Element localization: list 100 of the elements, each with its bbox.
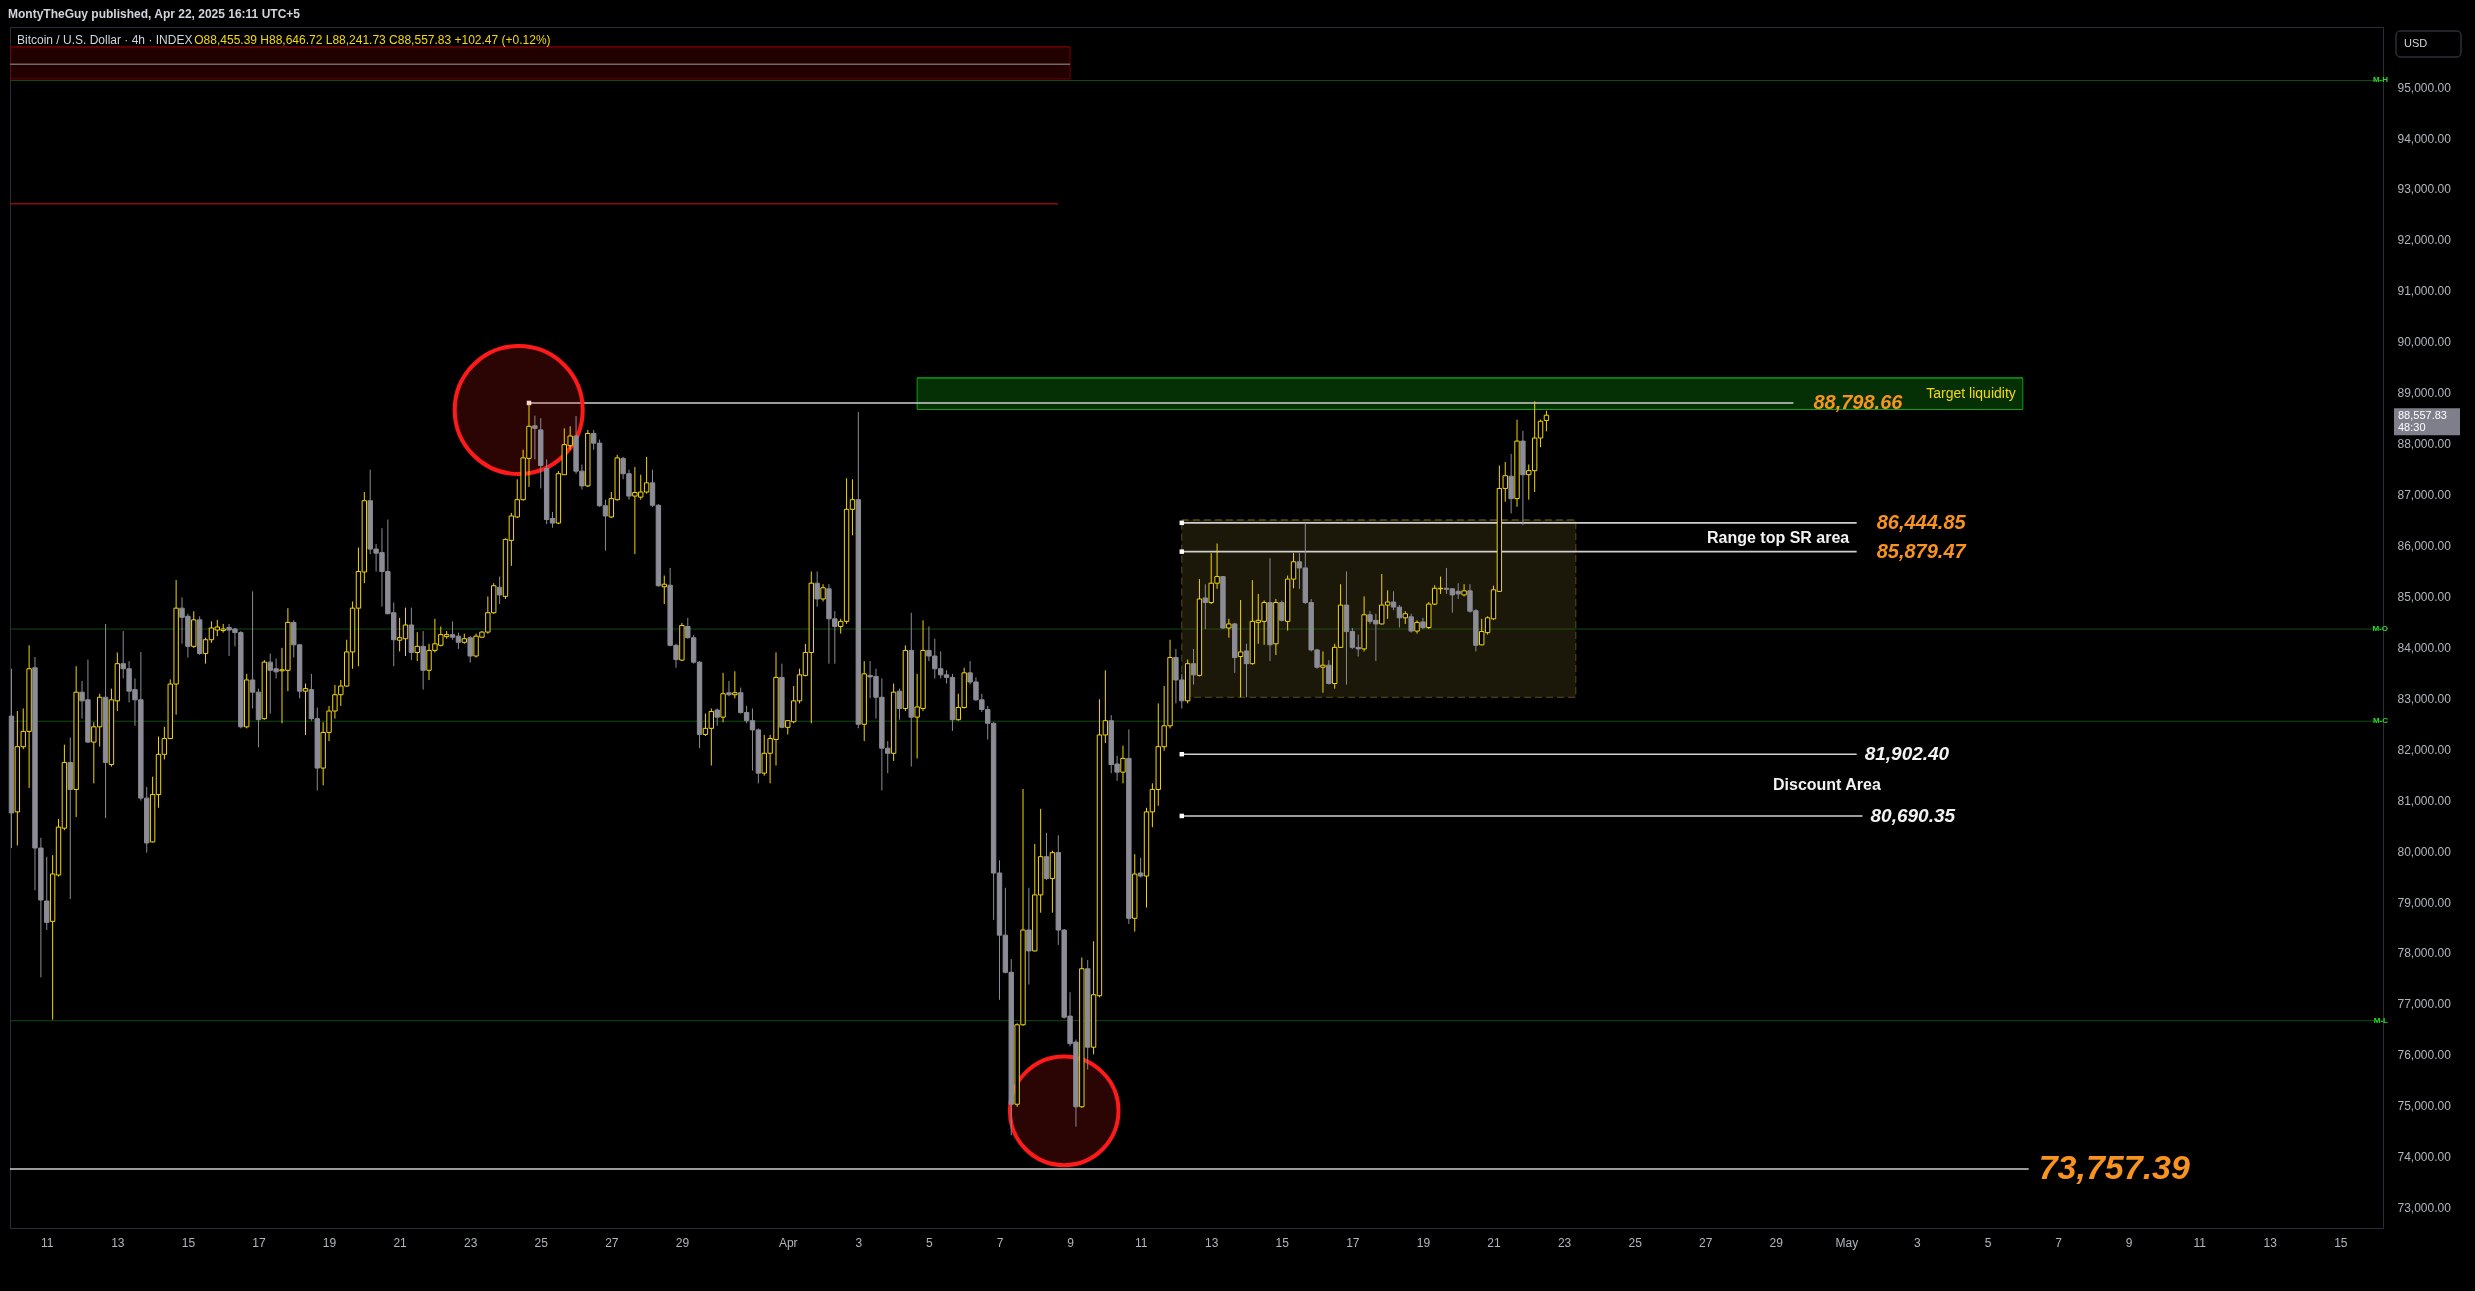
data-label: 80,690.35 [1870, 804, 1956, 826]
candlestick [196, 615, 203, 656]
candlestick [302, 683, 309, 736]
candlestick [73, 665, 79, 818]
y-tick-label: 79,000.00 [2397, 895, 2452, 910]
text: USD [2404, 37, 2428, 49]
point [1179, 549, 1185, 554]
candlestick [661, 575, 667, 605]
x-tick-label: 25 [1628, 1235, 1643, 1250]
candlestick [1520, 430, 1526, 526]
y-tick-label: 94,000.00 [2397, 131, 2452, 146]
annotation: Discount Area [1773, 776, 1881, 793]
candlestick [890, 683, 897, 762]
candlestick [1085, 959, 1091, 1071]
y-tick-label: 75,000.00 [2397, 1099, 2452, 1114]
x-tick-label: 13 [1205, 1235, 1219, 1250]
y-tick-label: 88,000.00 [2397, 437, 2452, 452]
candlestick [191, 610, 197, 649]
data-label: 86,444.85 [1876, 510, 1967, 533]
x-tick-label: Apr [778, 1235, 798, 1250]
candlestick [408, 607, 415, 661]
candlestick [538, 417, 544, 489]
candlestick [1414, 619, 1420, 635]
candlestick [585, 429, 591, 488]
candlestick [102, 623, 109, 819]
candlestick [1126, 728, 1132, 925]
candlestick [1196, 578, 1203, 677]
candlestick [1190, 648, 1197, 686]
candlestick [1132, 853, 1138, 933]
y-tick-label: 92,000.00 [2397, 233, 2452, 248]
candlestick [1137, 857, 1144, 879]
x-tick-label: 11 [1134, 1235, 1148, 1250]
y-tick-label: 81,000.00 [2397, 793, 2452, 808]
candlestick [855, 411, 862, 729]
x-tick-label: 3 [855, 1235, 863, 1250]
candlestick [1326, 659, 1332, 686]
y-tick-label: 83,000.00 [2397, 691, 2452, 706]
candlestick [902, 644, 909, 712]
y-tick-label: 78,000.00 [2397, 946, 2452, 961]
x-tick-label: 9 [2125, 1235, 2133, 1250]
x-tick-label: 27 [1699, 1235, 1713, 1250]
candlestick [420, 630, 426, 691]
x-tick-label: 21 [1487, 1235, 1501, 1250]
x-tick-label: 7 [2055, 1235, 2063, 1250]
y-tick-label: 90,000.00 [2397, 335, 2452, 350]
candlestick [779, 663, 785, 729]
ref-line-label: M-O [2372, 624, 2388, 634]
data-label: 85,879.47 [1876, 539, 1967, 562]
candlestick [532, 415, 538, 460]
x-tick-label: 19 [1416, 1235, 1431, 1250]
candlestick [1420, 617, 1426, 630]
y-tick-label: 77,000.00 [2397, 997, 2452, 1012]
text: 88,557.83 48:30 [2398, 409, 2447, 434]
y-tick-label: 87,000.00 [2397, 488, 2452, 503]
candlestick [1079, 957, 1085, 1109]
annotation: Range top SR area [1707, 529, 1850, 546]
candlestick [1220, 576, 1226, 630]
candlestick [908, 612, 914, 768]
data-label: 88,798.66 [1813, 390, 1904, 413]
candlestick [1267, 557, 1273, 662]
x-tick-label: 3 [1914, 1235, 1922, 1250]
y-tick-label: 74,000.00 [2397, 1150, 2452, 1165]
candlestick [414, 631, 420, 662]
candlestick [1049, 850, 1056, 914]
candlestick [496, 576, 503, 605]
text: MontyTheGuy published, Apr 22, 2025 16:11 UTC+5 [8, 7, 301, 21]
x-tick-label: 29 [675, 1235, 690, 1250]
x-tick-label: 5 [1984, 1235, 1992, 1250]
y-tick-label: 91,000.00 [2397, 284, 2452, 299]
candlestick [720, 672, 726, 723]
x-tick-label: 19 [322, 1235, 337, 1250]
x-tick-label: 15 [1275, 1235, 1290, 1250]
x-tick-label: 17 [1346, 1235, 1360, 1250]
y-tick-label: 86,000.00 [2397, 539, 2452, 553]
candlestick [1361, 595, 1367, 652]
y-tick-label: 95,000.00 [2397, 80, 2452, 95]
y-tick-label: 84,000.00 [2397, 640, 2452, 655]
candlestick [467, 635, 473, 664]
data-label: 81,902.40 [1864, 743, 1950, 765]
candlestick [1508, 453, 1514, 514]
candlestick [714, 707, 720, 727]
candlestick [261, 659, 268, 721]
ref-line-label: M-C [2372, 716, 2389, 726]
candlestick [244, 673, 250, 729]
candlestick [8, 668, 15, 849]
candlestick [679, 622, 685, 662]
candlestick [861, 660, 867, 742]
candlestick [461, 633, 468, 645]
x-tick-label: 15 [181, 1235, 196, 1250]
text: Bitcoin / U.S. Dollar · 4h · INDEX [17, 33, 193, 47]
ref-line-label: M-L [2373, 1015, 2389, 1025]
candlestick [1279, 600, 1285, 622]
x-tick-label: 15 [2334, 1235, 2348, 1250]
y-tick-label: 85,000.00 [2397, 589, 2452, 604]
candlestick [1408, 613, 1414, 634]
x-tick-label: 5 [926, 1235, 934, 1250]
candlestick [726, 680, 732, 697]
data-label: 73,757.39 [2038, 1148, 2191, 1187]
y-tick-label: 93,000.00 [2397, 182, 2452, 197]
candlestick [1243, 643, 1250, 698]
